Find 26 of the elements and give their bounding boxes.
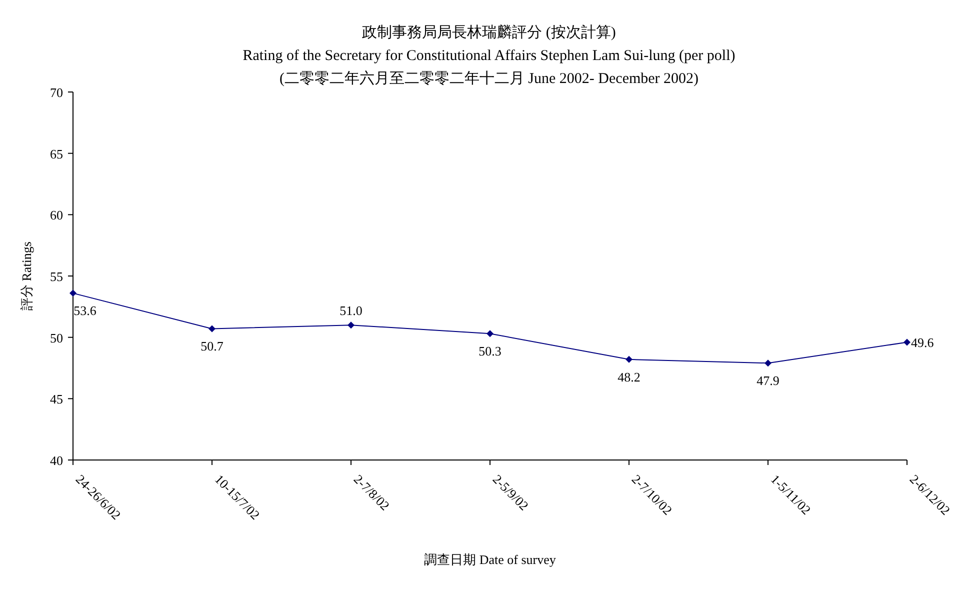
y-tick-label: 40 xyxy=(50,453,63,468)
y-tick-label: 70 xyxy=(50,85,63,100)
point xyxy=(208,325,216,332)
x-axis-title: 調查日期 Date of survey xyxy=(424,552,556,567)
text: 47.9 xyxy=(756,373,780,388)
text: 50.3 xyxy=(478,344,502,359)
point xyxy=(626,356,632,363)
text: 53.6 xyxy=(74,303,96,318)
point xyxy=(70,290,76,297)
y-tick-label: 65 xyxy=(50,146,63,162)
point xyxy=(486,330,494,338)
y-tick-label: 45 xyxy=(50,392,63,407)
chart-subtitle: Rating of the Secretary for Constitutional Affairs Stephen Lam Sui-lung (per poll) xyxy=(242,48,736,64)
point xyxy=(348,322,354,329)
y-tick-label: 55 xyxy=(50,269,63,284)
text: (二零零二年六月至二零零二年十二月 June 2002- December 2002) xyxy=(279,70,699,87)
point xyxy=(904,338,910,346)
y-tick-label: 60 xyxy=(50,208,63,223)
text: 49.6 xyxy=(911,335,934,350)
y-tick-label: 50 xyxy=(50,330,63,346)
y-axis-title: 評分 Ratings xyxy=(19,242,34,310)
point xyxy=(764,360,772,367)
chart-title: 政制事務局局長林瑞麟評分 (按次計算) xyxy=(362,24,616,41)
text: 51.0 xyxy=(340,303,362,318)
text: 48.2 xyxy=(618,369,640,384)
text: 50.7 xyxy=(200,338,224,354)
